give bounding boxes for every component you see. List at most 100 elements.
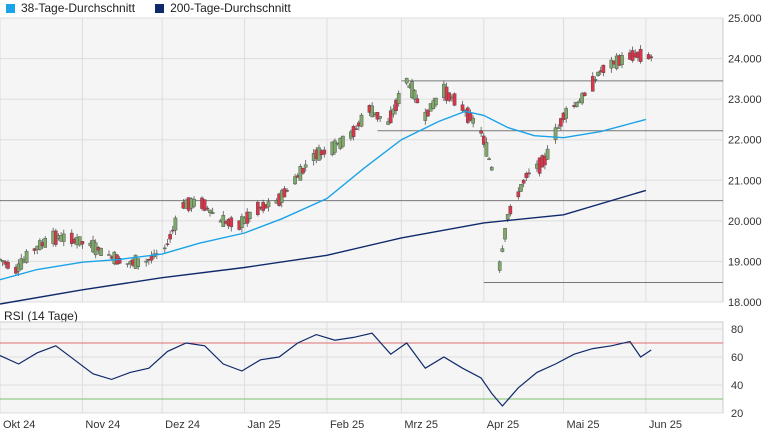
candle-up xyxy=(503,228,507,240)
candle-down xyxy=(80,241,85,245)
price-panel xyxy=(0,17,724,303)
candle-down xyxy=(524,173,529,178)
x-tick-label: Okt 24 xyxy=(3,419,35,430)
candle-down xyxy=(205,207,210,210)
candle-down xyxy=(452,93,457,106)
x-tick-label: Apr 25 xyxy=(487,419,519,430)
candle-up xyxy=(19,258,24,270)
ma38-line xyxy=(0,110,647,281)
candle-down xyxy=(168,234,172,240)
candle-down xyxy=(165,243,170,245)
price-tick-label: 24.000 xyxy=(728,54,762,66)
candle-up xyxy=(136,258,141,267)
candle-up xyxy=(505,214,510,220)
x-tick-label: Jun 25 xyxy=(649,419,682,430)
price-tick-label: 18.000 xyxy=(728,297,762,309)
legend-label-ma38: 38-Tage-Durchschnitt xyxy=(21,1,136,15)
candle-up xyxy=(43,238,47,248)
candle-down xyxy=(69,232,74,244)
candle-up xyxy=(24,251,29,263)
candle-down xyxy=(117,258,122,264)
candle-down xyxy=(508,205,513,215)
candle-down xyxy=(322,149,327,155)
x-tick-label: Mai 25 xyxy=(567,419,600,430)
candle-up xyxy=(61,233,66,242)
candle-down xyxy=(415,98,420,104)
x-tick-label: Dez 24 xyxy=(165,419,200,430)
legend-label-ma200: 200-Tage-Durchschnitt xyxy=(170,1,291,15)
candle-down xyxy=(559,118,563,127)
candle-down xyxy=(638,48,643,62)
ma200-line xyxy=(0,189,647,305)
candle-down xyxy=(229,217,234,228)
x-tick-label: Mrz 25 xyxy=(404,419,438,430)
candle-up xyxy=(553,127,558,141)
candle-up xyxy=(370,105,374,118)
candle-up xyxy=(378,116,382,119)
x-tick-label: Nov 24 xyxy=(85,419,120,430)
candle-up xyxy=(163,247,167,250)
candle-down xyxy=(447,92,452,101)
candle-up xyxy=(99,247,103,256)
candle-up xyxy=(77,236,82,246)
candle-up xyxy=(575,102,579,107)
candle-up xyxy=(410,81,414,98)
candle-up xyxy=(596,71,600,77)
candle-up xyxy=(210,211,215,214)
candle-down xyxy=(282,188,287,198)
chart-legend: 38-Tage-Durchschnitt 200-Tage-Durchschni… xyxy=(0,0,305,16)
x-tick-label: Feb 25 xyxy=(330,419,364,430)
candle-up xyxy=(386,121,390,125)
candle-down xyxy=(354,128,358,130)
candle-down xyxy=(285,190,289,192)
candle-down xyxy=(202,199,207,211)
rsi-title: RSI (14 Tage) xyxy=(4,309,78,323)
candle-up xyxy=(412,89,417,100)
price-tick-label: 23.000 xyxy=(728,94,762,106)
candle-down xyxy=(590,76,595,92)
candle-up xyxy=(404,77,409,84)
candle-up xyxy=(564,108,568,119)
price-tick-label: 19.000 xyxy=(728,256,762,268)
candle-down xyxy=(394,99,398,111)
candle-up xyxy=(487,158,491,160)
legend-swatch-ma200 xyxy=(155,3,165,13)
candle-up xyxy=(434,97,438,106)
candle-up xyxy=(497,261,502,271)
candle-down xyxy=(479,130,483,134)
price-tick-label: 22.000 xyxy=(728,135,762,147)
candle-down xyxy=(460,104,465,111)
candle-down xyxy=(388,110,393,124)
candle-up xyxy=(221,215,226,227)
candle-up xyxy=(593,79,598,81)
candle-up xyxy=(248,211,252,220)
rsi-panel xyxy=(0,321,724,414)
candle-down xyxy=(601,64,606,73)
candle-up xyxy=(192,198,196,207)
candle-down xyxy=(516,191,521,198)
candle-up xyxy=(484,142,489,157)
legend-item-ma38: 38-Tage-Durchschnitt xyxy=(6,1,135,15)
candle-up xyxy=(208,209,212,214)
candle-up xyxy=(471,117,475,124)
candle-up xyxy=(489,166,494,171)
candle-up xyxy=(293,176,297,185)
price-tick-label: 20.000 xyxy=(728,216,762,228)
candle-down xyxy=(170,229,175,232)
candle-up xyxy=(359,114,364,127)
candle-up xyxy=(396,93,401,105)
candle-down xyxy=(301,167,305,174)
candle-down xyxy=(649,56,654,58)
candle-up xyxy=(144,260,148,263)
candle-up xyxy=(333,140,337,153)
candle-up xyxy=(545,148,550,160)
candle-up xyxy=(173,217,178,231)
candle-up xyxy=(341,135,345,147)
candle-up xyxy=(580,93,584,104)
rsi-tick-label: 60 xyxy=(731,352,743,364)
rsi-tick-label: 40 xyxy=(731,380,743,392)
candle-down xyxy=(481,135,486,145)
x-tick-label: Jan 25 xyxy=(248,419,281,430)
candle-up xyxy=(303,164,308,168)
rsi-tick-label: 20 xyxy=(731,408,743,420)
